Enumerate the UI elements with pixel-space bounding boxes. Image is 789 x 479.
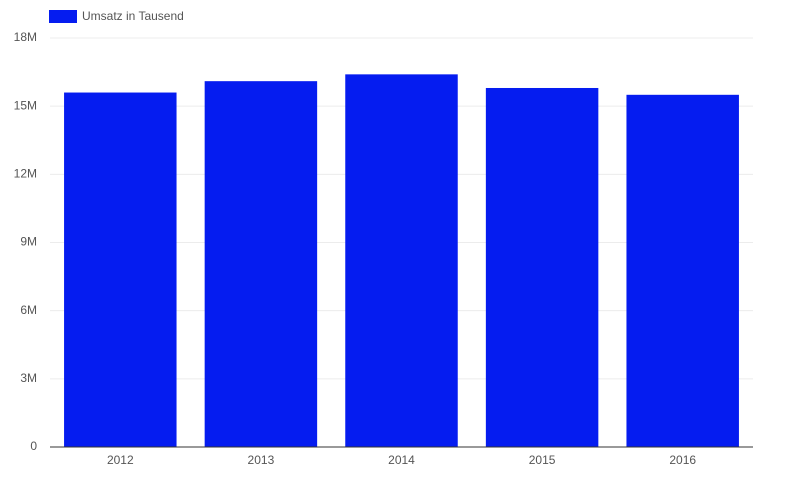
y-tick-label: 18M [14, 30, 37, 44]
y-tick-label: 3M [20, 371, 37, 385]
y-tick-label: 0 [30, 439, 37, 453]
y-tick-label: 12M [14, 167, 37, 181]
x-tick-label: 2014 [388, 453, 415, 467]
y-tick-label: 6M [20, 303, 37, 317]
legend-label: Umsatz in Tausend [82, 9, 184, 23]
bar [64, 92, 177, 448]
bar [204, 81, 318, 447]
y-tick-label: 15M [14, 98, 37, 112]
x-tick-label: 2013 [248, 453, 275, 467]
bar [485, 87, 599, 447]
x-tick-label: 2016 [669, 453, 696, 467]
bar [626, 94, 739, 448]
legend-swatch [49, 10, 77, 23]
x-tick-label: 2012 [107, 453, 134, 467]
y-tick-label: 9M [20, 235, 37, 249]
bar [345, 74, 458, 447]
x-tick-label: 2015 [529, 453, 556, 467]
